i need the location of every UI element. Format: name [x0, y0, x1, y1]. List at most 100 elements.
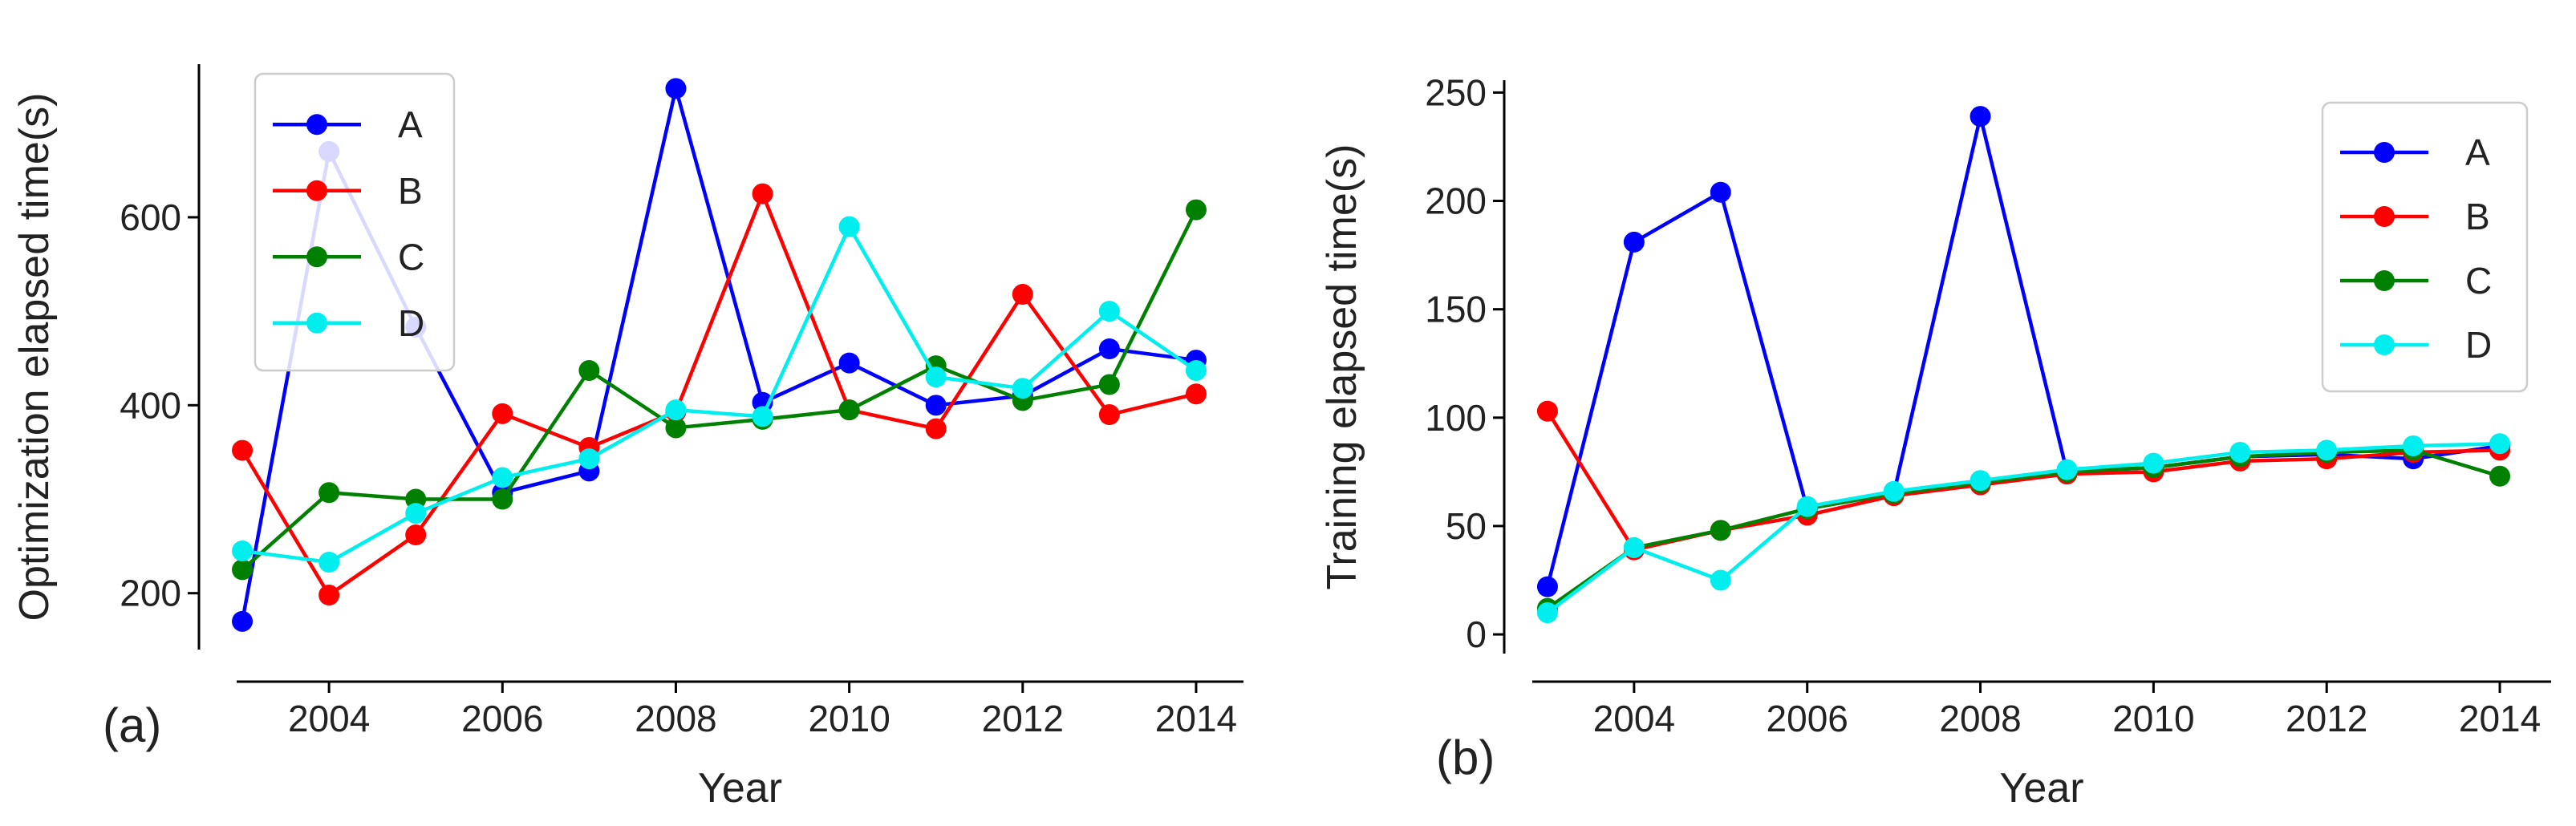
- data-point-c: [665, 417, 687, 439]
- x-tick-label: 2006: [461, 698, 543, 739]
- data-point-b: [1012, 284, 1033, 306]
- legend-label-d: D: [398, 302, 424, 344]
- data-point-d: [2229, 442, 2251, 464]
- series-line-c: [1546, 448, 2501, 610]
- data-point-a: [1623, 231, 1645, 253]
- panel-label: (b): [1436, 731, 1495, 784]
- data-point-a: [232, 610, 254, 632]
- y-tick-label: 200: [1425, 180, 1487, 222]
- data-point-d: [838, 216, 860, 237]
- legend-label-a: A: [398, 103, 423, 145]
- y-tick-label: 50: [1446, 505, 1487, 547]
- x-tick-label: 2010: [2112, 698, 2194, 739]
- legend-marker-b: [2374, 206, 2395, 227]
- data-point-d: [1098, 301, 1120, 322]
- data-point-d: [1970, 470, 1991, 492]
- x-tick-label: 2004: [288, 698, 370, 739]
- x-tick-label: 2012: [982, 698, 1064, 739]
- y-axis-title: Optimization elapsed time(s): [11, 93, 58, 622]
- legend-marker-b: [306, 180, 327, 201]
- panel-label: (a): [103, 698, 161, 752]
- legend-label-c: C: [2465, 260, 2492, 302]
- legend-label-c: C: [398, 236, 424, 277]
- x-tick-label: 2014: [2459, 698, 2541, 739]
- data-point-b: [1536, 400, 1558, 422]
- x-axis-title: Year: [698, 765, 782, 812]
- data-point-b: [1098, 404, 1120, 426]
- data-point-b: [492, 403, 513, 424]
- series-line-a: [1545, 114, 2501, 588]
- data-point-c: [838, 399, 860, 421]
- data-point-c: [2489, 465, 2511, 487]
- legend-label-b: B: [2465, 196, 2490, 237]
- legend-box: [2321, 101, 2529, 393]
- data-point-c: [1710, 520, 1731, 541]
- data-point-b: [752, 183, 773, 204]
- legend-marker-c: [2374, 270, 2395, 291]
- legend-marker-c: [306, 246, 327, 268]
- data-point-b: [232, 439, 254, 461]
- data-point-b: [1185, 383, 1207, 405]
- data-point-c: [578, 359, 600, 381]
- data-point-d: [2143, 452, 2164, 474]
- data-point-d: [232, 540, 254, 561]
- y-tick-label: 0: [1466, 613, 1487, 655]
- series-line-d: [1546, 441, 2501, 614]
- data-point-c: [318, 482, 340, 504]
- legend-marker-d: [2374, 334, 2395, 355]
- data-point-a: [1970, 106, 1991, 128]
- data-point-c: [492, 488, 513, 510]
- data-point-a: [665, 78, 687, 99]
- x-axis-title: Year: [1999, 765, 2083, 812]
- y-axis-title: Training elapsed time(s): [1319, 144, 1365, 590]
- y-tick-label: 150: [1425, 289, 1487, 330]
- x-tick-label: 2010: [808, 698, 890, 739]
- x-tick-label: 2004: [1593, 698, 1675, 739]
- y-tick-label: 200: [120, 573, 181, 614]
- legend-marker-a: [306, 114, 327, 136]
- data-point-a: [1536, 576, 1558, 597]
- legend-label-a: A: [2465, 132, 2490, 173]
- data-point-b: [405, 524, 427, 546]
- x-tick-label: 2012: [2286, 698, 2367, 739]
- data-point-d: [405, 503, 427, 524]
- data-point-a: [925, 395, 947, 416]
- y-tick-label: 400: [120, 384, 181, 426]
- legend-marker-a: [2374, 142, 2395, 163]
- x-tick-label: 2008: [1939, 698, 2021, 739]
- panel-a: 200 400 600 2004 2006 2008 2010 2012 2014 Year Opt…: [11, 64, 1243, 812]
- data-point-d: [1536, 602, 1558, 624]
- x-tick-label: 2014: [1155, 698, 1237, 739]
- data-point-d: [578, 448, 600, 470]
- data-point-b: [318, 585, 340, 606]
- series-line-b: [1546, 410, 2501, 552]
- data-point-d: [2489, 433, 2511, 455]
- data-point-d: [1796, 496, 1818, 517]
- data-point-d: [1623, 536, 1645, 558]
- legend-box: [254, 72, 456, 372]
- data-point-d: [492, 467, 513, 488]
- data-point-a: [1710, 181, 1731, 203]
- x-tick-label: 2008: [635, 698, 716, 739]
- series-line-c: [241, 209, 1198, 572]
- data-point-a: [838, 352, 860, 374]
- legend-marker-d: [306, 312, 327, 334]
- data-point-d: [2403, 435, 2424, 456]
- data-point-d: [1710, 569, 1731, 591]
- legend-label-d: D: [2465, 324, 2492, 366]
- data-point-d: [2316, 439, 2338, 461]
- y-tick-label: 600: [120, 196, 181, 238]
- series-line-d: [241, 225, 1198, 565]
- legend-label-b: B: [398, 170, 423, 212]
- data-point-b: [925, 418, 947, 439]
- data-point-c: [1098, 374, 1120, 395]
- y-tick-label: 250: [1425, 71, 1487, 113]
- data-point-d: [752, 406, 773, 427]
- data-point-d: [2056, 459, 2078, 480]
- data-point-c: [1185, 199, 1207, 221]
- data-point-c: [232, 559, 254, 581]
- x-tick-label: 2006: [1767, 698, 1848, 739]
- y-tick-label: 100: [1425, 397, 1487, 439]
- data-point-d: [1185, 359, 1207, 381]
